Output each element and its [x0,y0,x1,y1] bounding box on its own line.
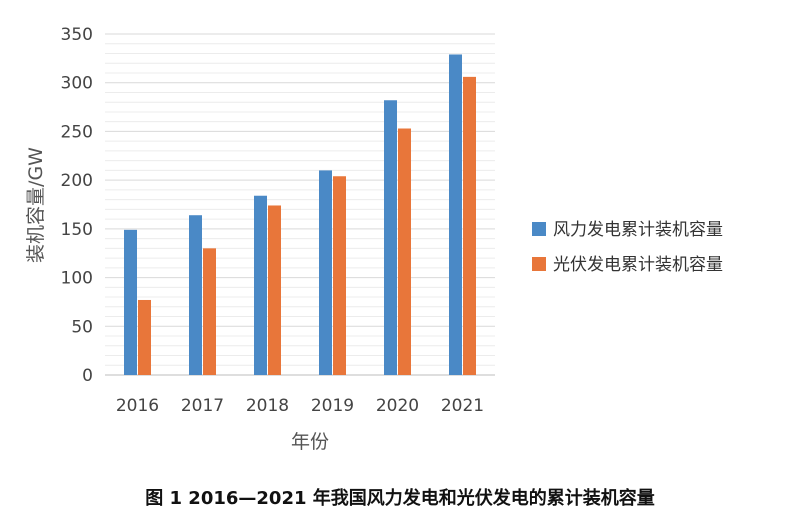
x-tick-label: 2017 [181,396,224,416]
bar-solar-2016 [138,299,151,375]
x-axis-title: 年份 [291,431,329,453]
y-axis-ticks: 0 50 100 150 200 250 300 350 [61,25,93,386]
bar-wind-2016 [124,229,137,375]
bar-wind-2021 [449,54,462,376]
y-tick-label: 350 [61,25,93,45]
bar-wind-2020 [384,100,397,375]
legend-label-solar: 光伏发电累计装机容量 [553,255,723,275]
y-tick-label: 300 [61,74,93,94]
y-tick-label: 150 [61,220,93,240]
bar-solar-2017 [203,248,216,375]
bars [124,54,476,376]
x-tick-label: 2020 [376,396,419,416]
y-tick-label: 0 [82,366,93,386]
legend-swatch-solar [532,257,546,271]
bar-wind-2019 [319,170,332,375]
y-tick-label: 50 [71,317,93,337]
bar-solar-2019 [333,176,346,375]
bar-wind-2017 [189,215,202,375]
bar-solar-2018 [268,205,281,375]
y-tick-label: 200 [61,171,93,191]
legend-label-wind: 风力发电累计装机容量 [553,220,723,240]
x-tick-label: 2018 [246,396,289,416]
gridlines [105,33,495,366]
figure-caption: 图 1 2016—2021 年我国风力发电和光伏发电的累计装机容量 [145,487,655,509]
y-axis-title: 装机容量/GW [25,147,47,263]
legend-swatch-wind [532,222,546,236]
x-axis-ticks: 2016 2017 2018 2019 2020 2021 [116,396,484,416]
y-tick-label: 100 [61,269,93,289]
bar-wind-2018 [254,195,267,375]
x-tick-label: 2016 [116,396,159,416]
y-tick-label: 250 [61,122,93,142]
legend: 风力发电累计装机容量 光伏发电累计装机容量 [532,220,723,275]
bar-solar-2021 [463,76,476,376]
x-tick-label: 2019 [311,396,354,416]
bar-solar-2020 [398,128,411,375]
x-tick-label: 2021 [441,396,484,416]
